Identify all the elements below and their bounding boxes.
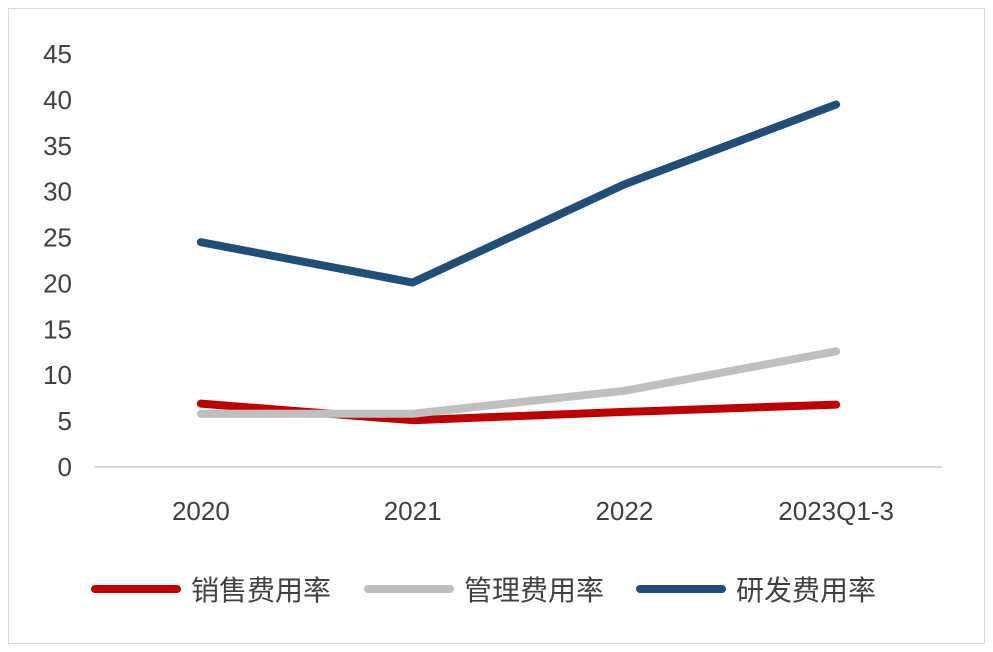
y-tick-label: 25 [43, 223, 72, 253]
x-tick-label: 2020 [172, 496, 230, 526]
y-tick-label: 0 [58, 452, 72, 482]
y-tick-label: 30 [43, 177, 72, 207]
y-tick-label: 5 [58, 406, 72, 436]
series-line-3 [196, 100, 841, 287]
y-axis-ticks: 0 5 10 15 20 25 30 35 40 45 [43, 39, 72, 482]
y-tick-label: 40 [43, 85, 72, 115]
x-axis-ticks: 2020 2021 2022 2023Q1-3 [172, 496, 894, 526]
series-line-2 [196, 347, 841, 418]
y-tick-label: 15 [43, 314, 72, 344]
y-tick-label: 45 [43, 39, 72, 69]
x-tick-label: 2023Q1-3 [778, 496, 894, 526]
legend: 销售费用率 管理费用率 研发费用率 [91, 574, 876, 607]
y-tick-label: 35 [43, 131, 72, 161]
x-tick-label: 2021 [384, 496, 442, 526]
legend-label: 销售费用率 [191, 574, 331, 607]
y-tick-label: 10 [43, 360, 72, 390]
y-tick-label: 20 [43, 268, 72, 298]
legend-label: 研发费用率 [736, 574, 876, 607]
x-tick-label: 2022 [595, 496, 653, 526]
legend-label: 管理费用率 [464, 574, 604, 607]
series-lines [196, 100, 841, 425]
